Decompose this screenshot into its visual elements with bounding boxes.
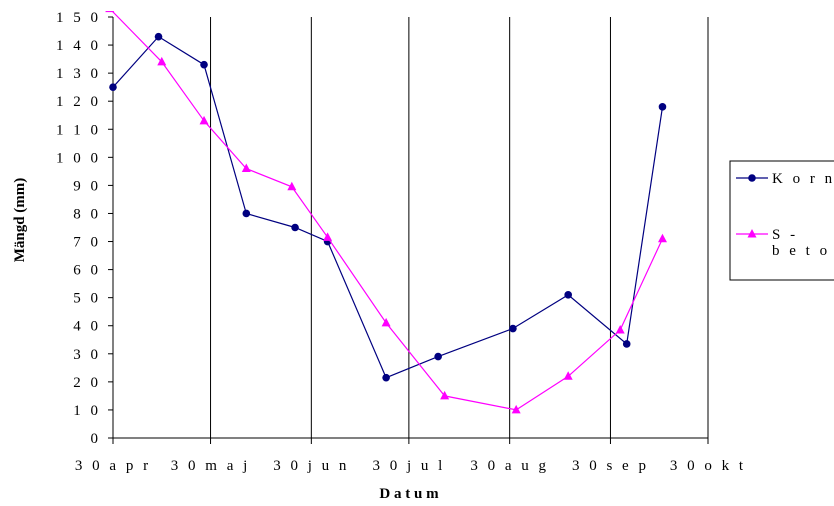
grid-lines <box>210 17 709 438</box>
series-line <box>111 11 664 411</box>
legend-label: S -b e t o r <box>772 227 834 259</box>
data-point <box>154 32 163 41</box>
y-tick-label: 2 0 <box>73 375 101 391</box>
data-point <box>615 324 625 334</box>
data-point <box>440 390 450 400</box>
x-tick-label: 3 0 m a j <box>171 458 251 474</box>
y-tick-label: 1 0 <box>73 403 101 419</box>
y-tick-label: 1 2 0 <box>56 94 101 110</box>
x-tick-label: 3 0 s e p <box>572 458 649 474</box>
data-point <box>242 209 251 218</box>
data-point <box>563 371 573 380</box>
data-point <box>381 317 391 327</box>
data-point <box>287 181 297 191</box>
series-0 <box>109 32 667 382</box>
data-point <box>291 223 299 232</box>
y-tick-label: 7 0 <box>73 235 101 251</box>
data-point <box>657 233 667 243</box>
x-tick-label: 3 0 j u l <box>372 458 445 474</box>
legend-label-line: K o r n <box>772 171 834 187</box>
axes <box>112 17 708 439</box>
legend-box <box>729 160 834 281</box>
y-tick-label: 1 3 0 <box>56 66 101 82</box>
data-point <box>509 324 517 333</box>
y-tick-label: 3 0 <box>73 347 101 363</box>
x-tick-label: 3 0 a p r <box>75 458 151 474</box>
x-tick-label: 3 0 a u g <box>470 458 549 474</box>
series-line <box>112 35 664 379</box>
y-tick-label: 9 0 <box>73 178 101 194</box>
legend-swatch-marker <box>747 229 757 238</box>
y-axis-title: Mängd (mm) <box>12 178 28 263</box>
data-point <box>241 163 251 173</box>
legend-label-line: S - <box>772 227 798 243</box>
series <box>105 11 667 414</box>
x-axis-title: D a t u m <box>379 486 439 502</box>
data-point <box>105 11 115 13</box>
x-tick-label: 3 0 j u n <box>273 458 349 474</box>
legend: K o r n S -b e t o r <box>729 160 834 281</box>
y-tick-label: 8 0 <box>73 206 101 222</box>
y-tick-label: 0 <box>91 431 102 447</box>
legend-swatch-marker <box>748 174 756 182</box>
y-tick-label: 1 5 0 <box>56 10 101 26</box>
legend-label-line: b e t o r <box>772 243 834 259</box>
data-point <box>382 373 390 382</box>
x-tick-label: 3 0 o k t <box>670 458 746 474</box>
data-point <box>109 83 117 91</box>
y-tick-label: 1 4 0 <box>56 38 101 54</box>
y-tick-label: 1 0 0 <box>56 150 101 166</box>
data-point <box>200 60 208 69</box>
data-point <box>199 115 209 125</box>
y-tick-label: 1 1 0 <box>56 122 101 138</box>
data-point <box>658 103 667 111</box>
y-tick-label: 6 0 <box>73 263 101 279</box>
data-point <box>511 404 521 414</box>
y-tick-label: 5 0 <box>73 291 101 307</box>
data-point <box>564 291 572 299</box>
tick-labels: 0 1 0 2 0 3 0 4 0 5 0 6 0 7 0 8 0 9 0 1 0 0 1 1 0 1 … <box>56 10 746 474</box>
y-tick-label: 4 0 <box>73 319 101 335</box>
data-point <box>157 56 167 66</box>
series-1 <box>105 11 667 414</box>
data-point <box>622 340 631 348</box>
data-point <box>323 232 333 241</box>
legend-label: K o r n <box>772 171 834 187</box>
data-point <box>434 352 442 361</box>
